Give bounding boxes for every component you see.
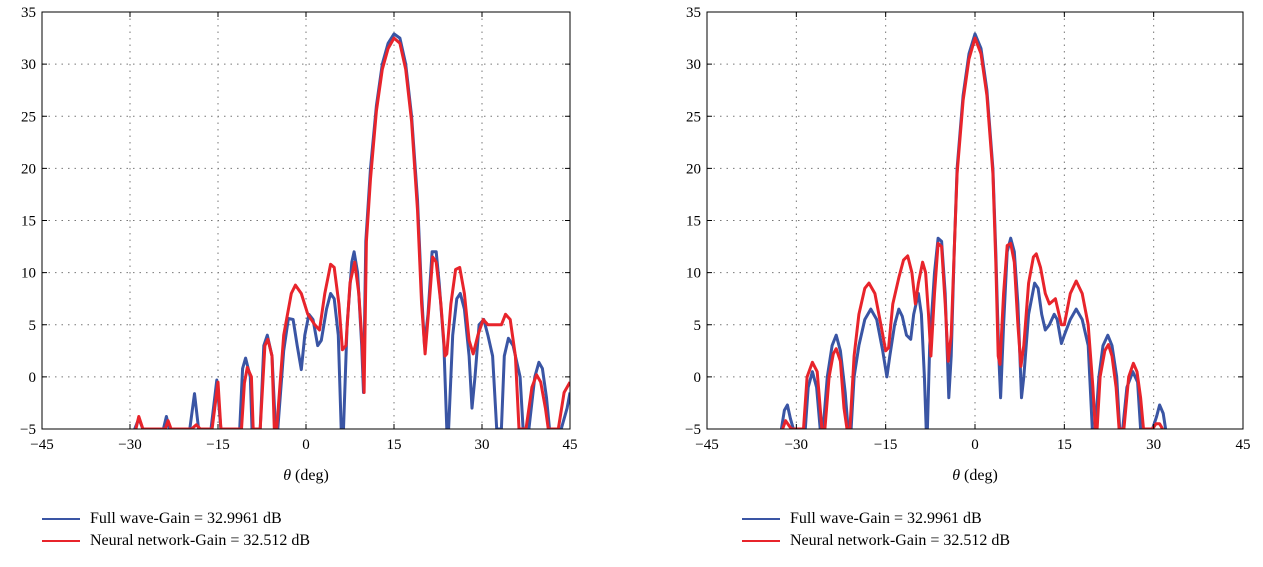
grid [707, 12, 1243, 429]
y-tick-label: 20 [686, 161, 701, 177]
legend-entry-neural-network: Neural network-Gain = 32.512 dB [742, 530, 1010, 552]
series-group [133, 32, 570, 429]
y-tick-label: 0 [694, 370, 702, 386]
legend-swatch-full-wave [742, 518, 780, 520]
x-tick-label: −45 [695, 437, 718, 453]
series-line-neural-network [134, 36, 570, 429]
chart-svg-right: −45 −30 −15 0 15 30 45 −5 0 5 10 15 20 25 30 35 θ (deg) [685, 5, 1251, 484]
x-tick-label: 0 [971, 437, 979, 453]
legend-left: Full wave-Gain = 32.9961 dB Neural netwo… [42, 508, 310, 552]
y-tick-label: 35 [21, 5, 36, 21]
series-line-full-wave [133, 32, 570, 429]
chart-panel-right: −45 −30 −15 0 15 30 45 −5 0 5 10 15 20 25 30 35 θ (deg) … [645, 0, 1263, 567]
x-tick-label: 45 [563, 437, 578, 453]
y-tick-label: 5 [29, 318, 37, 334]
grid [42, 12, 570, 429]
series-line-neural-network [781, 36, 1164, 429]
y-tick-label: 10 [21, 266, 36, 282]
y-tick-label: 0 [29, 370, 37, 386]
legend-swatch-full-wave [42, 518, 80, 520]
x-axis-label: θ (deg) [283, 467, 329, 484]
legend-swatch-neural-network [742, 540, 780, 542]
y-tick-label: 5 [694, 318, 702, 334]
y-tick-label: 25 [21, 109, 36, 125]
x-tick-label: −30 [785, 437, 808, 453]
legend-label-full-wave: Full wave-Gain = 32.9961 dB [90, 510, 282, 527]
chart-panel-left: −45 −30 −15 0 15 30 45 −5 0 5 10 15 20 25 30 35 θ (deg) … [0, 0, 620, 567]
legend-entry-neural-network: Neural network-Gain = 32.512 dB [42, 530, 310, 552]
legend-right: Full wave-Gain = 32.9961 dB Neural netwo… [742, 508, 1010, 552]
x-tick-label: 45 [1236, 437, 1251, 453]
x-tick-label: −15 [874, 437, 897, 453]
legend-label-full-wave: Full wave-Gain = 32.9961 dB [790, 510, 982, 527]
x-tick-label: 15 [387, 437, 402, 453]
x-tick-label: 0 [302, 437, 310, 453]
chart-svg-left: −45 −30 −15 0 15 30 45 −5 0 5 10 15 20 25 30 35 θ (deg) [20, 5, 578, 484]
y-tick-label: 10 [686, 266, 701, 282]
legend-swatch-neural-network [42, 540, 80, 542]
series-line-full-wave [779, 32, 1168, 429]
x-tick-label: −45 [30, 437, 53, 453]
series-group [779, 32, 1168, 429]
y-tick-label: 25 [686, 109, 701, 125]
y-tick-label: 15 [686, 214, 701, 230]
x-tick-label: −15 [206, 437, 229, 453]
y-tick-label: −5 [685, 422, 701, 438]
x-tick-label: 30 [475, 437, 490, 453]
legend-label-neural-network: Neural network-Gain = 32.512 dB [790, 532, 1011, 549]
y-tick-label: 15 [21, 214, 36, 230]
y-tick-label: 20 [21, 161, 36, 177]
x-axis-label: θ (deg) [952, 467, 998, 484]
legend-label-neural-network: Neural network-Gain = 32.512 dB [90, 532, 311, 549]
y-tick-label: 30 [686, 57, 701, 73]
x-tick-label: 30 [1146, 437, 1161, 453]
x-tick-label: −30 [118, 437, 141, 453]
legend-entry-full-wave: Full wave-Gain = 32.9961 dB [742, 508, 1010, 530]
y-tick-label: 35 [686, 5, 701, 21]
y-tick-label: −5 [20, 422, 36, 438]
y-tick-label: 30 [21, 57, 36, 73]
x-tick-label: 15 [1057, 437, 1072, 453]
legend-entry-full-wave: Full wave-Gain = 32.9961 dB [42, 508, 310, 530]
